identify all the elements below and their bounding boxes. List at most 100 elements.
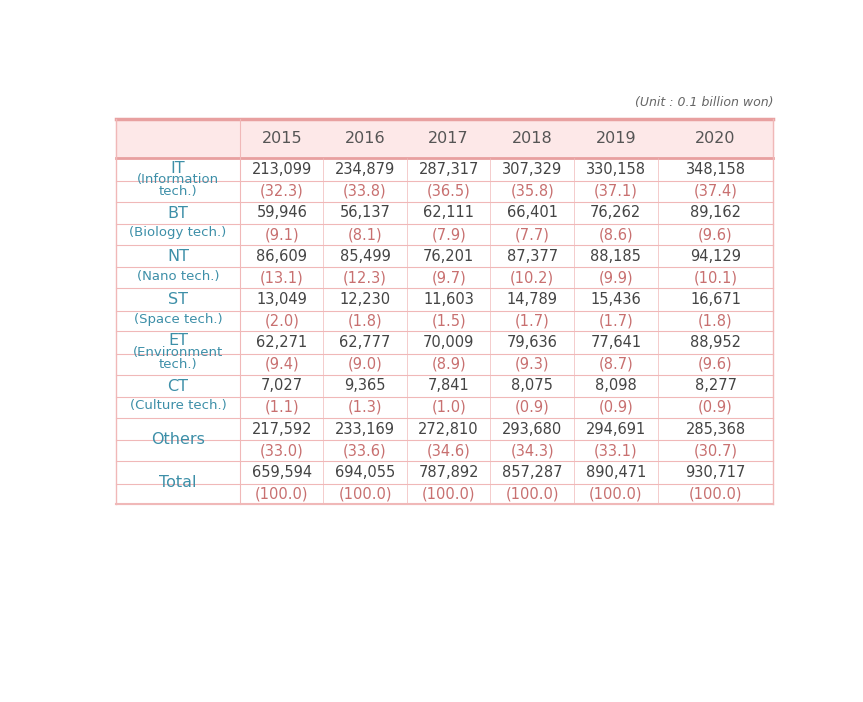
Text: 11,603: 11,603 <box>423 292 474 307</box>
Text: BT: BT <box>167 206 188 221</box>
Text: 348,158: 348,158 <box>685 162 746 177</box>
Text: 77,641: 77,641 <box>590 335 641 350</box>
Text: (13.1): (13.1) <box>260 270 304 285</box>
Text: (8.6): (8.6) <box>599 227 633 242</box>
Text: 2019: 2019 <box>595 131 636 146</box>
Text: 88,952: 88,952 <box>690 335 741 350</box>
Text: (Environment: (Environment <box>133 346 224 359</box>
Text: 7,027: 7,027 <box>261 378 303 393</box>
Text: (33.8): (33.8) <box>343 184 387 199</box>
Text: 787,892: 787,892 <box>419 465 479 480</box>
Text: (Culture tech.): (Culture tech.) <box>129 399 226 412</box>
Text: (34.3): (34.3) <box>510 443 554 458</box>
Text: (34.6): (34.6) <box>427 443 470 458</box>
Text: CT: CT <box>167 379 189 394</box>
Text: 7,841: 7,841 <box>428 378 469 393</box>
Text: 659,594: 659,594 <box>252 465 312 480</box>
Text: 8,277: 8,277 <box>695 378 736 393</box>
Text: Total: Total <box>160 475 197 490</box>
Text: 857,287: 857,287 <box>502 465 563 480</box>
Text: 8,075: 8,075 <box>511 378 553 393</box>
Text: (1.7): (1.7) <box>598 314 633 329</box>
Text: (9.6): (9.6) <box>698 357 733 372</box>
Bar <box>116 119 773 158</box>
Text: (33.1): (33.1) <box>594 443 638 458</box>
Text: 285,368: 285,368 <box>685 422 746 437</box>
Text: 2016: 2016 <box>344 131 386 146</box>
Text: 294,691: 294,691 <box>586 422 646 437</box>
Text: 2020: 2020 <box>696 131 736 146</box>
Text: (37.1): (37.1) <box>594 184 638 199</box>
Text: ST: ST <box>168 293 188 307</box>
Text: 213,099: 213,099 <box>252 162 312 177</box>
Text: (10.1): (10.1) <box>694 270 738 285</box>
Text: 76,262: 76,262 <box>590 206 641 220</box>
Text: (1.8): (1.8) <box>348 314 382 329</box>
Text: (100.0): (100.0) <box>255 486 308 501</box>
Text: (0.9): (0.9) <box>515 400 550 415</box>
Text: 2015: 2015 <box>261 131 302 146</box>
Text: Others: Others <box>151 432 205 447</box>
Text: 9,365: 9,365 <box>344 378 386 393</box>
Text: (32.3): (32.3) <box>260 184 304 199</box>
Text: 70,009: 70,009 <box>423 335 475 350</box>
Text: 79,636: 79,636 <box>507 335 557 350</box>
Text: (Space tech.): (Space tech.) <box>134 313 223 326</box>
Text: 293,680: 293,680 <box>502 422 563 437</box>
Text: 89,162: 89,162 <box>690 206 741 220</box>
Text: (7.9): (7.9) <box>432 227 466 242</box>
Text: 13,049: 13,049 <box>256 292 307 307</box>
Text: 62,271: 62,271 <box>256 335 307 350</box>
Text: IT: IT <box>171 161 186 176</box>
Text: (1.8): (1.8) <box>698 314 733 329</box>
Text: (12.3): (12.3) <box>343 270 387 285</box>
Text: (1.5): (1.5) <box>432 314 466 329</box>
Text: (7.7): (7.7) <box>515 227 550 242</box>
Text: (9.9): (9.9) <box>599 270 633 285</box>
Text: (10.2): (10.2) <box>510 270 554 285</box>
Text: (0.9): (0.9) <box>698 400 733 415</box>
Text: 85,499: 85,499 <box>340 249 390 264</box>
Text: 330,158: 330,158 <box>586 162 646 177</box>
Text: (Unit : 0.1 billion won): (Unit : 0.1 billion won) <box>635 96 773 109</box>
Text: (33.0): (33.0) <box>260 443 304 458</box>
Text: (8.9): (8.9) <box>432 357 466 372</box>
Text: 88,185: 88,185 <box>590 249 641 264</box>
Text: tech.): tech.) <box>159 358 198 371</box>
Text: 59,946: 59,946 <box>256 206 307 220</box>
Text: ET: ET <box>168 333 188 348</box>
Text: 94,129: 94,129 <box>690 249 741 264</box>
Text: 233,169: 233,169 <box>335 422 395 437</box>
Text: (9.7): (9.7) <box>432 270 466 285</box>
Text: (36.5): (36.5) <box>427 184 470 199</box>
Text: (Nano tech.): (Nano tech.) <box>137 270 219 283</box>
Text: (1.0): (1.0) <box>432 400 466 415</box>
Text: 890,471: 890,471 <box>586 465 646 480</box>
Text: 14,789: 14,789 <box>507 292 557 307</box>
Text: 217,592: 217,592 <box>251 422 312 437</box>
Text: 87,377: 87,377 <box>507 249 557 264</box>
Text: 15,436: 15,436 <box>590 292 641 307</box>
Text: (1.3): (1.3) <box>348 400 382 415</box>
Text: 56,137: 56,137 <box>340 206 390 220</box>
Text: (1.7): (1.7) <box>515 314 550 329</box>
Text: (30.7): (30.7) <box>694 443 738 458</box>
Text: (35.8): (35.8) <box>510 184 554 199</box>
Text: (9.3): (9.3) <box>515 357 550 372</box>
Text: (100.0): (100.0) <box>338 486 392 501</box>
Text: 86,609: 86,609 <box>256 249 307 264</box>
Text: (100.0): (100.0) <box>506 486 559 501</box>
Text: (1.1): (1.1) <box>264 400 299 415</box>
Text: (8.1): (8.1) <box>348 227 382 242</box>
Text: (9.0): (9.0) <box>348 357 382 372</box>
Text: (9.6): (9.6) <box>698 227 733 242</box>
Text: 76,201: 76,201 <box>423 249 475 264</box>
Text: (100.0): (100.0) <box>589 486 643 501</box>
Text: (9.1): (9.1) <box>264 227 299 242</box>
Text: 62,111: 62,111 <box>423 206 474 220</box>
Text: 2018: 2018 <box>512 131 552 146</box>
Text: (33.6): (33.6) <box>343 443 387 458</box>
Text: 930,717: 930,717 <box>685 465 746 480</box>
Text: (Biology tech.): (Biology tech.) <box>129 226 227 239</box>
Text: 307,329: 307,329 <box>502 162 563 177</box>
